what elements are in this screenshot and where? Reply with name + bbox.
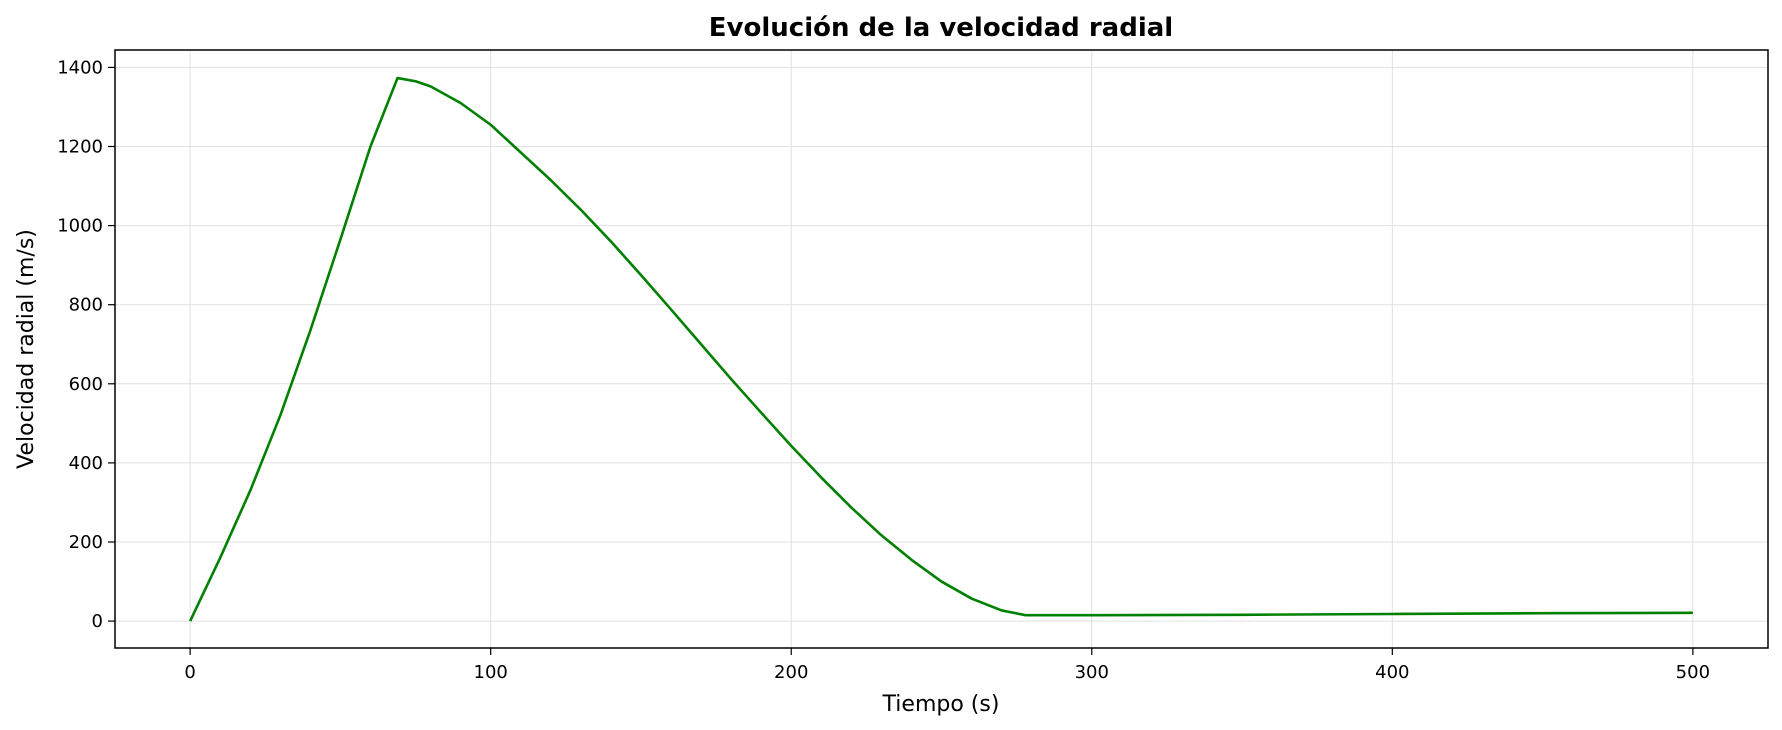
series-layer	[188, 76, 1693, 622]
x-tick-label: 300	[1075, 662, 1109, 683]
y-tick-label: 200	[69, 532, 103, 553]
y-tick-label: 1400	[57, 57, 103, 78]
y-tick-label: 0	[92, 611, 103, 632]
y-tick-label: 400	[69, 453, 103, 474]
chart-title: Evolución de la velocidad radial	[709, 13, 1173, 43]
y-tick-label: 1200	[57, 137, 103, 158]
x-tick-label: 500	[1676, 662, 1710, 683]
x-axis-ticks: 0 100 200 300 400 500	[184, 648, 1710, 683]
y-tick-label: 600	[69, 374, 103, 395]
plot-frame	[114, 49, 1769, 649]
series-line	[188, 76, 1693, 622]
x-tick-label: 400	[1375, 662, 1409, 683]
x-tick-label: 100	[474, 662, 508, 683]
x-tick-label: 0	[184, 662, 195, 683]
grid	[115, 50, 1768, 648]
x-axis-label: Tiempo (s)	[882, 692, 1000, 717]
y-tick-label: 800	[69, 295, 103, 316]
x-tick-label: 200	[774, 662, 808, 683]
y-axis-ticks: 0 200 400 600 800 1000 1200 1400	[57, 57, 115, 632]
y-tick-label: 1000	[57, 216, 103, 237]
y-axis-label: Velocidad radial (m/s)	[14, 229, 39, 469]
